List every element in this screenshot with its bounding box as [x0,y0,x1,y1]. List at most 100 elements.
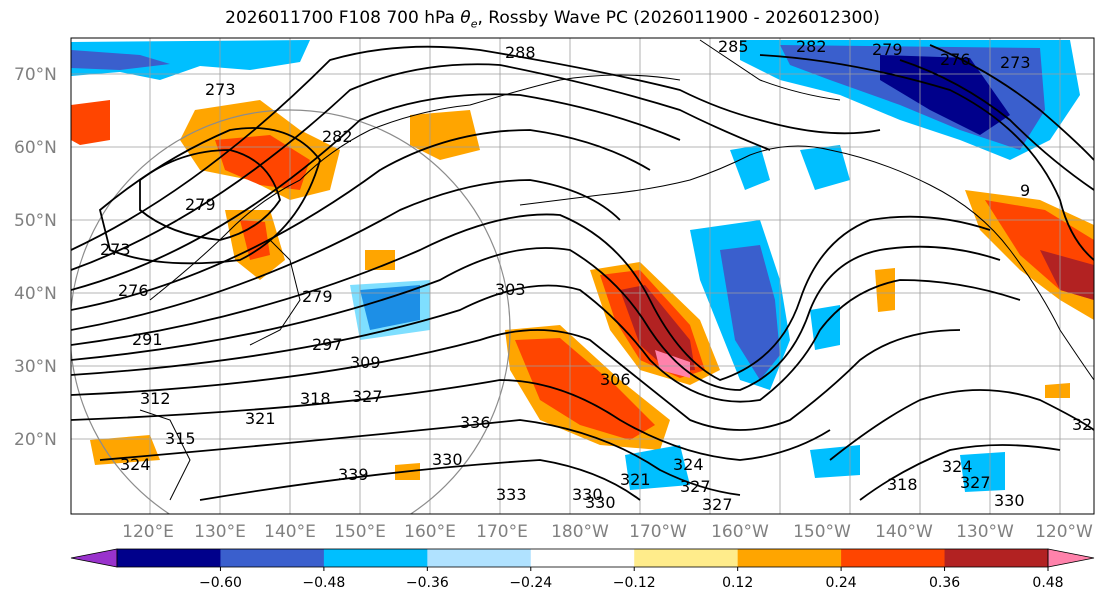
lon-label: 130°W [956,522,1014,542]
positive-anomaly-region [515,338,655,440]
map-title: 2026011700 F108 700 hPa θe, Rossby Wave … [225,8,880,31]
lon-label: 150°E [334,522,386,542]
lat-label: 20°N [14,430,57,450]
colorbar-tick-label: −0.48 [302,575,345,591]
contour-label: 339 [338,465,369,484]
negative-anomaly-region [880,55,1010,135]
positive-anomaly-region [365,250,395,270]
lat-label: 50°N [14,211,57,231]
colorbar-segment [944,549,1049,567]
contour-label: 327 [352,387,383,406]
lon-label: 150°W [793,522,851,542]
contour-label: 330 [585,493,616,512]
contour-label: 282 [322,127,353,146]
colorbar-tick-label: 0.36 [929,575,960,591]
contour-label: 279 [185,195,216,214]
shading-layer [71,40,1094,492]
contour-labels: 288 285 282 279 276 273 273 282 279 273 … [100,37,1092,514]
contour-label: 282 [796,37,827,56]
contour-label: 327 [680,477,711,496]
negative-anomaly-region [730,145,770,190]
contour-label: 276 [118,281,149,300]
positive-anomaly-region [1045,383,1070,398]
lon-label: 130°E [194,522,246,542]
colorbar-segment [530,549,635,567]
colorbar-tick-label: −0.60 [199,575,242,591]
contour-label: 306 [600,370,631,389]
colorbar-segment [220,549,325,567]
lon-label: 140°W [875,522,933,542]
lat-label: 70°N [14,65,57,85]
contour-label: 327 [960,473,991,492]
colorbar-segment [117,549,221,567]
contour-label: 303 [495,280,526,299]
contour-label: 330 [432,450,463,469]
colorbar-segment [841,549,946,567]
contour-label: 324 [120,455,151,474]
positive-anomaly-region [90,435,160,465]
colorbar-frame [116,548,1049,568]
contour-label: 321 [620,470,651,489]
lat-label: 60°N [14,138,57,158]
negative-anomaly-region [71,50,170,70]
range-ring [71,109,511,514]
negative-anomaly-region [810,445,860,478]
longitude-labels: 120°E 130°E 140°E 150°E 160°E 170°E 180°… [122,522,1093,542]
contour-label: 297 [312,335,343,354]
positive-anomaly-region [620,285,695,372]
contour-label: 279 [302,287,333,306]
contour-label: 327 [702,495,733,514]
latitude-labels: 70°N 60°N 50°N 40°N 30°N 20°N [14,65,57,450]
contour-label: 336 [460,413,491,432]
lat-label: 40°N [14,284,57,304]
lon-label: 120°W [1035,522,1093,542]
negative-anomaly-region [960,452,1005,492]
positive-anomaly-region [71,100,110,145]
lon-label: 170°W [629,522,687,542]
colorbar-segment [323,549,428,567]
contour-label: 318 [300,389,331,408]
contour-label: 291 [132,330,163,349]
colorbar-segment [427,549,532,567]
contour-label: 330 [572,485,603,504]
contour-label: 315 [165,429,196,448]
contour-label: 32 [1072,415,1092,434]
colorbar-tick-label: 0.12 [722,575,753,591]
colorbar-segment [737,549,842,567]
colorbar-tick-label: 0.48 [1032,575,1063,591]
positive-anomaly-region [655,350,690,378]
lon-label: 140°E [264,522,316,542]
colorbar-extend-low [70,548,118,568]
lon-label: 170°E [476,522,528,542]
lon-label: 160°E [404,522,456,542]
contour-label: 288 [505,43,536,62]
map-panel: 288 285 282 279 276 273 273 282 279 273 … [71,37,1094,514]
positive-anomaly-region [875,268,895,312]
contour-label: 309 [350,353,381,372]
contour-label: 330 [994,491,1025,510]
lat-label: 30°N [14,357,57,377]
contour-label: 9 [1020,181,1030,200]
contour-label: 318 [887,475,918,494]
contour-label: 324 [942,457,973,476]
colorbar-extend-high [1047,548,1095,568]
theta-e-contours [71,44,1094,501]
contour-label: 324 [673,455,704,474]
positive-anomaly-region [1040,250,1094,300]
colorbar: −0.60 −0.48 −0.36 −0.24 −0.12 0.12 0.24 0.36 0.4… [70,548,1095,591]
lon-label: 160°W [711,522,769,542]
contour-label: 285 [718,37,749,56]
lon-label: 180°W [551,522,609,542]
colorbar-tick-label: −0.24 [509,575,552,591]
contour-label: 333 [496,485,527,504]
contour-label: 276 [940,50,971,69]
contour-label: 273 [205,80,236,99]
colorbar-tick-label: −0.12 [613,575,656,591]
negative-anomaly-region [350,280,430,340]
graticule [71,38,1094,514]
colorbar-tick-label: −0.36 [406,575,449,591]
colorbar-tick-label: 0.24 [826,575,857,591]
contour-label: 312 [140,389,171,408]
negative-anomaly-region [71,40,310,80]
